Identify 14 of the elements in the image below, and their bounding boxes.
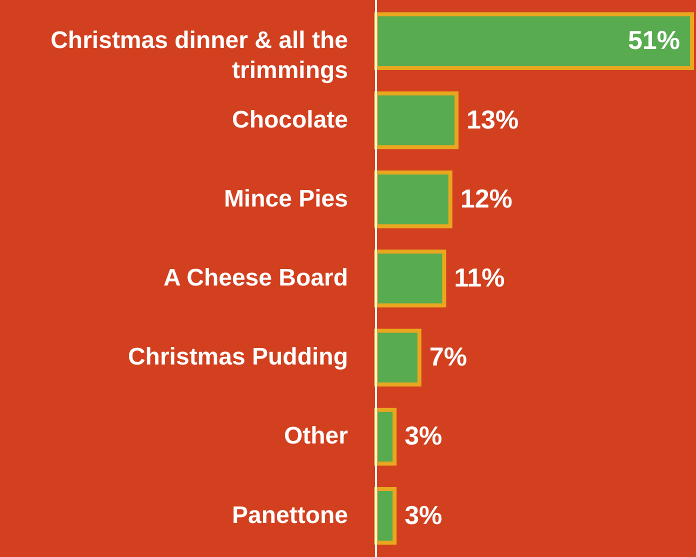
data-label: 51% bbox=[628, 25, 680, 56]
data-label: 12% bbox=[460, 183, 512, 214]
y-tick-label: Christmas Pudding bbox=[128, 344, 348, 371]
y-tick-label: Other bbox=[284, 422, 348, 450]
y-tick-label: Mince Pies bbox=[224, 185, 348, 212]
data-label: 3% bbox=[404, 500, 442, 530]
y-tick-label: Christmas dinner & all the trimmings bbox=[50, 27, 348, 84]
data-label: 3% bbox=[404, 420, 442, 451]
y-tick-label: Panettone bbox=[232, 502, 348, 529]
y-tick-label: Chocolate bbox=[232, 106, 348, 134]
data-label: 7% bbox=[429, 342, 467, 372]
data-label: 11% bbox=[454, 262, 505, 292]
y-tick-label: A Cheese Board bbox=[164, 264, 348, 292]
data-label: 13% bbox=[466, 104, 519, 134]
